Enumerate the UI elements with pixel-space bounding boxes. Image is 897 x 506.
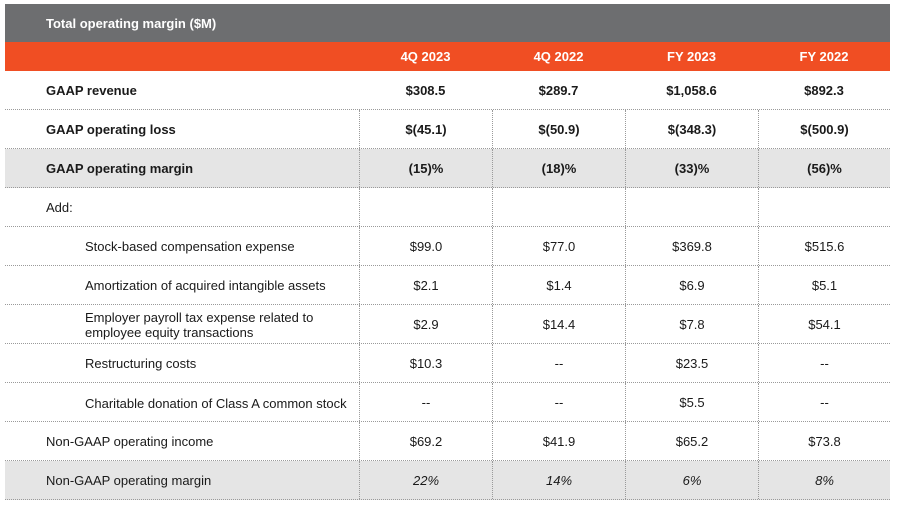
table-cell: -- [758, 383, 890, 421]
table-cell: $5.5 [625, 383, 758, 421]
row-label: Amortization of acquired intangible asse… [85, 277, 326, 293]
table-cell: (33)% [625, 149, 758, 187]
table-cell: 22% [359, 461, 492, 499]
table-cell: (18)% [492, 149, 625, 187]
table-cell: $54.1 [758, 305, 890, 343]
table-row-gaap-operating-loss: GAAP operating loss $(45.1) $(50.9) $(34… [5, 110, 890, 149]
row-label: GAAP operating margin [46, 160, 194, 176]
table-cell: $(500.9) [758, 110, 890, 148]
header-label-spacer [5, 42, 359, 71]
table-row-employer-payroll-tax: Employer payroll tax expense related to … [5, 305, 890, 344]
table-row-stock-based-compensation: Stock-based compensation expense $99.0 $… [5, 227, 890, 266]
table-cell: $14.4 [492, 305, 625, 343]
table-title: Total operating margin ($M) [5, 4, 890, 42]
row-label: Restructuring costs [85, 355, 197, 371]
table-cell: $(45.1) [359, 110, 492, 148]
table-cell: $289.7 [538, 82, 579, 98]
table-cell: $2.9 [359, 305, 492, 343]
table-cell [625, 188, 758, 226]
table-cell: $515.6 [758, 227, 890, 265]
table-cell: 6% [625, 461, 758, 499]
table-cell: 14% [492, 461, 625, 499]
operating-margin-table: Total operating margin ($M) 4Q 2023 4Q 2… [5, 4, 890, 500]
row-label: Add: [46, 199, 73, 215]
table-cell: $99.0 [359, 227, 492, 265]
column-header-fy2023: FY 2023 [667, 49, 716, 64]
row-label: Stock-based compensation expense [85, 238, 295, 254]
table-cell: (56)% [758, 149, 890, 187]
table-cell: -- [492, 344, 625, 382]
table-cell: (15)% [359, 149, 492, 187]
column-header-fy2022: FY 2022 [799, 49, 849, 64]
table-row-restructuring-costs: Restructuring costs $10.3 -- $23.5 -- [5, 344, 890, 383]
table-cell: $69.2 [359, 422, 492, 460]
row-label: GAAP revenue [46, 82, 137, 98]
table-cell: $308.5 [405, 82, 446, 98]
table-cell [758, 188, 890, 226]
table-cell: $1.4 [492, 266, 625, 304]
table-cell: $(50.9) [492, 110, 625, 148]
column-header-row: 4Q 2023 4Q 2022 FY 2023 FY 2022 [5, 42, 890, 71]
table-cell: $1,058.6 [666, 82, 717, 98]
table-row-non-gaap-operating-margin: Non-GAAP operating margin 22% 14% 6% 8% [5, 461, 890, 500]
table-row-add: Add: [5, 188, 890, 227]
row-label: Employer payroll tax expense related to … [85, 310, 314, 340]
table-cell: -- [359, 383, 492, 421]
column-header-4q2022: 4Q 2022 [533, 49, 584, 64]
table-cell: $369.8 [625, 227, 758, 265]
table-cell: $23.5 [625, 344, 758, 382]
column-header-4q2023: 4Q 2023 [400, 49, 451, 64]
table-cell: $77.0 [492, 227, 625, 265]
table-cell [359, 188, 492, 226]
table-cell: $2.1 [359, 266, 492, 304]
table-cell: -- [758, 344, 890, 382]
table-cell: $73.8 [758, 422, 890, 460]
table-row-gaap-operating-margin: GAAP operating margin (15)% (18)% (33)% … [5, 149, 890, 188]
table-cell: $6.9 [625, 266, 758, 304]
table-cell: $10.3 [359, 344, 492, 382]
row-label: Charitable donation of Class A common st… [85, 395, 347, 411]
table-row-amortization: Amortization of acquired intangible asse… [5, 266, 890, 305]
row-label: GAAP operating loss [46, 121, 176, 137]
table-row-charitable-donation: Charitable donation of Class A common st… [5, 383, 890, 422]
table-cell: $65.2 [625, 422, 758, 460]
table-cell: 8% [758, 461, 890, 499]
table-cell: -- [492, 383, 625, 421]
row-label: Non-GAAP operating income [46, 433, 214, 449]
table-cell [492, 188, 625, 226]
table-cell: $5.1 [758, 266, 890, 304]
table-cell: $(348.3) [625, 110, 758, 148]
table-cell: $7.8 [625, 305, 758, 343]
table-cell: $41.9 [492, 422, 625, 460]
row-label: Non-GAAP operating margin [46, 472, 212, 488]
table-row-non-gaap-operating-income: Non-GAAP operating income $69.2 $41.9 $6… [5, 422, 890, 461]
table-cell: $892.3 [804, 82, 844, 98]
table-row-gaap-revenue: GAAP revenue $308.5 $289.7 $1,058.6 $892… [5, 71, 890, 110]
